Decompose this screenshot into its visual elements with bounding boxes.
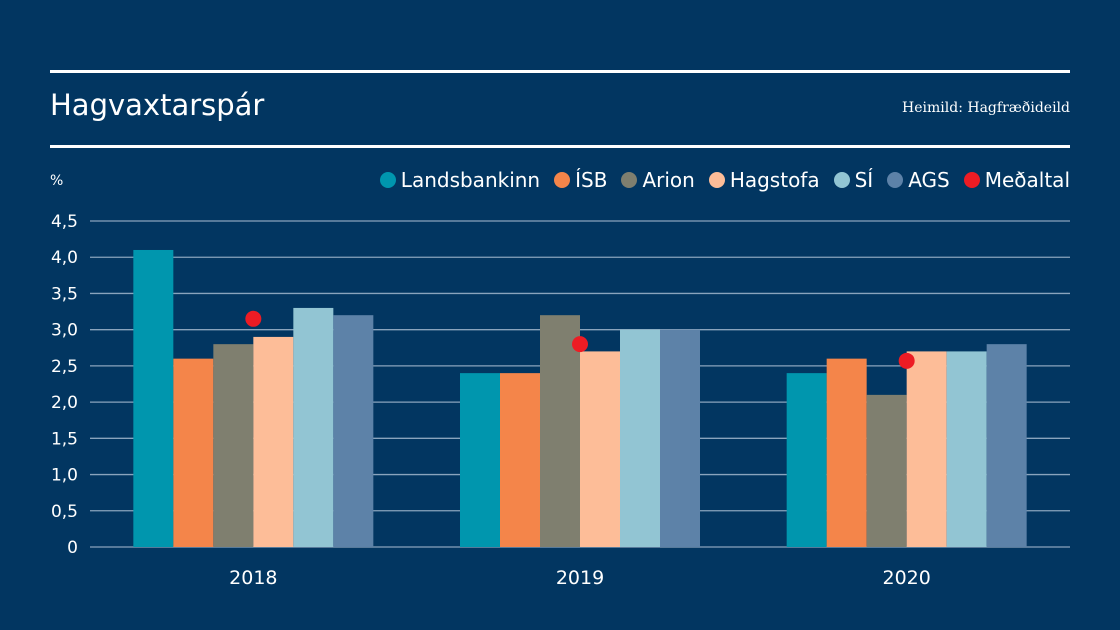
- bar-landsbankinn-2020: [786, 373, 827, 547]
- bar-hagstofa-2018: [253, 336, 294, 547]
- bar-ags-2020: [986, 344, 1027, 547]
- y-tick-label: 0: [67, 538, 78, 558]
- legend-item: Hagstofa: [708, 168, 820, 192]
- legend-marker-icon: [554, 172, 571, 188]
- y-tick-label: 0,5: [51, 502, 78, 522]
- bar-ags-2018: [333, 315, 374, 547]
- legend-marker-icon: [708, 172, 725, 188]
- y-tick-label: 1,5: [51, 429, 78, 449]
- legend-marker-icon: [379, 172, 396, 188]
- x-tick-label: 2019: [556, 567, 604, 589]
- y-tick-label: 2,5: [51, 357, 78, 377]
- bar--sb-2019: [500, 373, 540, 547]
- y-tick-label: 3,0: [51, 321, 78, 341]
- x-tick-label: 2020: [882, 567, 930, 589]
- y-tick-label: 4,5: [51, 212, 78, 232]
- y-tick-label: 3,5: [51, 284, 78, 304]
- legend-marker-icon: [833, 172, 850, 188]
- legend-label: ÍSB: [575, 168, 608, 192]
- y-tick-label: 4,0: [51, 248, 78, 268]
- bar-landsbankinn-2018: [133, 249, 174, 547]
- legend-marker-icon: [887, 172, 904, 188]
- bar-arion-2020: [866, 394, 907, 547]
- bar-hagstofa-2019: [580, 351, 620, 547]
- average-point-2019: [572, 336, 588, 353]
- average-point-2018: [245, 310, 262, 327]
- legend-marker-icon: [963, 172, 980, 188]
- y-tick-label: 1,0: [51, 466, 78, 486]
- bar-arion-2018: [213, 344, 254, 547]
- legend: Landsbankinn ÍSB Arion Hagstofa SÍ AGS Meðalta…: [366, 168, 1070, 192]
- bar--sb-2018: [173, 358, 214, 547]
- legend-item: Landsbankinn: [379, 168, 541, 192]
- bar-ags-2019: [660, 329, 700, 547]
- legend-label: Arion: [642, 168, 695, 192]
- legend-label: Landsbankinn: [400, 168, 541, 192]
- legend-item: AGS: [887, 168, 950, 192]
- legend-label: Hagstofa: [729, 168, 820, 192]
- title-rule: [50, 145, 1070, 148]
- bar-s--2020: [946, 351, 987, 547]
- bar-s--2018: [293, 307, 334, 547]
- y-tick-label: 2,0: [51, 393, 78, 413]
- legend-item: Arion: [621, 168, 695, 192]
- chart-title: Hagvaxtarspár: [50, 88, 265, 122]
- legend-item: ÍSB: [554, 168, 607, 192]
- bar--sb-2020: [826, 358, 867, 547]
- source-note: Heimild: Hagfræðideild: [902, 100, 1070, 116]
- average-point-2020: [898, 352, 915, 369]
- bar-s--2019: [620, 329, 660, 547]
- legend-item: SÍ: [833, 168, 874, 192]
- legend-label: SÍ: [854, 168, 874, 192]
- legend-label: Meðaltal: [984, 168, 1070, 192]
- legend-label: AGS: [908, 168, 950, 192]
- bar-landsbankinn-2019: [460, 373, 500, 547]
- legend-marker-icon: [621, 172, 638, 188]
- bar-hagstofa-2020: [906, 351, 947, 547]
- top-rule: [50, 70, 1070, 73]
- y-axis-unit: %: [50, 173, 64, 189]
- x-tick-label: 2018: [229, 567, 277, 589]
- bar-arion-2019: [540, 315, 580, 547]
- legend-item: Meðaltal: [963, 168, 1070, 192]
